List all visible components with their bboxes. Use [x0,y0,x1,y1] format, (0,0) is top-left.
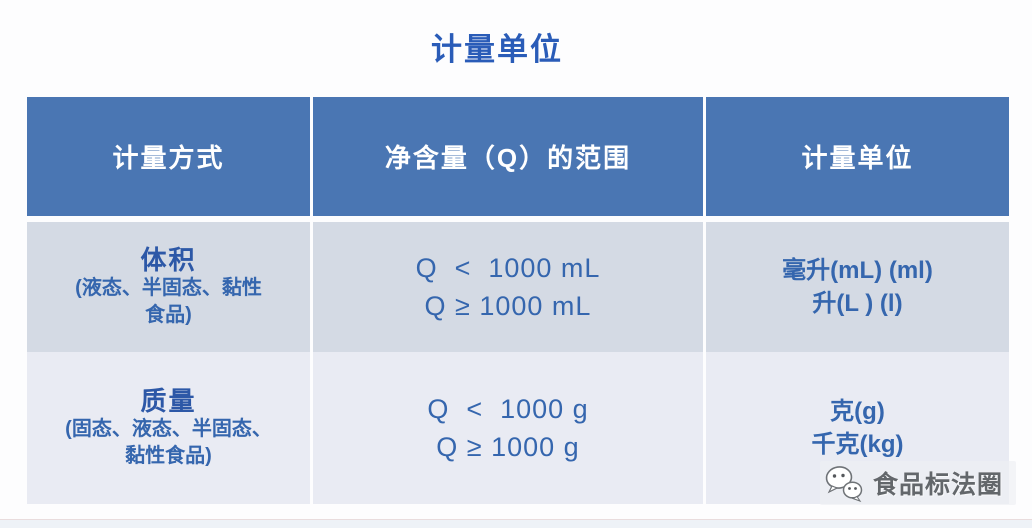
cell-method-volume: 体积 (液态、半固态、黏性 食品) [27,222,310,352]
method-name: 体积 [140,245,197,275]
wechat-bubbles-icon [825,466,863,503]
method-name: 质量 [140,386,197,416]
unit-line: 毫升(mL) (ml) [782,257,933,284]
unit-line: 克(g) [830,398,885,425]
table-header-row: 计量方式 净含量（Q）的范围 计量单位 [27,97,1009,216]
header-measure-unit: 计量单位 [706,97,1009,216]
range-line: Q < 1000 g [427,394,589,424]
range-line: Q ≥ 1000 g [436,432,580,462]
method-note-line: (固态、液态、半固态、 [65,418,272,440]
measurement-units-table: 计量方式 净含量（Q）的范围 计量单位 体积 (液态、半固态、黏性 食品) Q … [27,97,1009,504]
watermark-text: 食品标法圈 [873,471,1004,499]
cell-units-volume: 毫升(mL) (ml) 升(L ) (l) [706,222,1009,352]
cell-method-mass: 质量 (固态、液态、半固态、 黏性食品) [27,352,310,504]
bottom-band [0,519,1032,528]
method-note-line: (液态、半固态、黏性 [75,277,262,299]
unit-line: 升(L ) (l) [812,290,903,317]
range-line: Q < 1000 mL [415,253,601,283]
method-note-line: 食品) [145,304,192,326]
table-row-volume: 体积 (液态、半固态、黏性 食品) Q < 1000 mL Q ≥ 1000 m… [27,222,1009,352]
cell-range-mass: Q < 1000 g Q ≥ 1000 g [313,352,703,504]
unit-line: 千克(kg) [811,431,904,458]
page-title: 计量单位 [431,32,563,67]
watermark: 食品标法圈 [820,461,1016,505]
header-net-content-range: 净含量（Q）的范围 [313,97,703,216]
header-measure-method: 计量方式 [27,97,310,216]
range-line: Q ≥ 1000 mL [424,291,592,321]
method-note-line: 黏性食品) [125,445,212,467]
cell-range-volume: Q < 1000 mL Q ≥ 1000 mL [313,222,703,352]
